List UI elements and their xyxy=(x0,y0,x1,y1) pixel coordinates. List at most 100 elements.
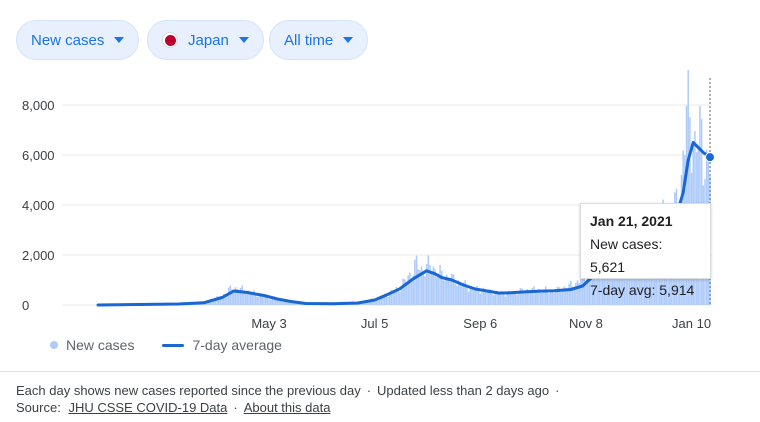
new-cases-bar xyxy=(539,290,542,305)
new-cases-bar xyxy=(261,295,264,305)
new-cases-bar xyxy=(558,287,560,305)
new-cases-bar xyxy=(373,300,376,305)
new-cases-bar xyxy=(219,298,222,305)
new-cases-bar xyxy=(221,296,223,305)
new-cases-bar xyxy=(437,273,440,305)
new-cases-bar xyxy=(479,293,482,305)
new-cases-bar xyxy=(382,295,384,305)
new-cases-bar xyxy=(452,274,455,305)
tooltip-date: Jan 21, 2021 xyxy=(590,213,673,229)
new-cases-bar xyxy=(432,266,435,305)
new-cases-bar xyxy=(390,289,393,305)
new-cases-bar xyxy=(392,291,394,305)
new-cases-bar xyxy=(482,287,485,305)
new-cases-bar xyxy=(412,275,414,305)
new-cases-bar xyxy=(269,299,272,305)
new-cases-bar xyxy=(513,291,515,305)
new-cases-bar xyxy=(290,302,292,305)
new-cases-bar xyxy=(264,295,267,305)
new-cases-bar xyxy=(231,289,233,305)
y-axis-ticks: 8,000 6,000 4,000 2,000 0 xyxy=(22,98,55,313)
new-cases-bar xyxy=(425,263,428,305)
new-cases-bar xyxy=(553,292,555,305)
new-cases-bar xyxy=(410,278,413,305)
new-cases-bar xyxy=(383,293,386,305)
new-cases-bar xyxy=(254,292,257,305)
new-cases-bar xyxy=(293,303,295,305)
new-cases-bar xyxy=(499,293,502,305)
range-dropdown[interactable]: All time xyxy=(269,20,369,60)
about-data-link[interactable]: About this data xyxy=(243,400,331,415)
new-cases-bar xyxy=(291,302,294,305)
new-cases-bar xyxy=(469,288,471,305)
tooltip-average: 7-day avg: 5,914 xyxy=(590,282,695,298)
new-cases-bar xyxy=(563,286,565,305)
new-cases-bar xyxy=(367,300,369,305)
legend-item-average: 7-day average xyxy=(162,337,282,353)
new-cases-bar xyxy=(546,289,549,305)
chevron-down-icon xyxy=(114,37,125,43)
new-cases-bar xyxy=(394,290,396,305)
x-tick-label: Jan 10 xyxy=(672,316,711,331)
new-cases-bar xyxy=(286,301,289,305)
divider xyxy=(0,371,760,372)
new-cases-bar xyxy=(214,298,217,305)
new-cases-bar xyxy=(274,299,277,305)
new-cases-bar xyxy=(430,272,433,305)
new-cases-bar xyxy=(484,289,487,305)
new-cases-bar xyxy=(568,283,570,305)
new-cases-bar xyxy=(580,279,582,305)
new-cases-bar xyxy=(504,296,507,305)
legend-new-cases-label: New cases xyxy=(66,337,135,353)
new-cases-bar xyxy=(236,288,238,305)
new-cases-bar xyxy=(404,279,406,305)
new-cases-bar xyxy=(298,303,300,305)
new-cases-bar xyxy=(571,286,574,305)
chart-legend: New cases 7-day average xyxy=(50,337,282,353)
new-cases-bar xyxy=(268,299,270,305)
new-cases-bar xyxy=(249,293,252,305)
new-cases-bar xyxy=(561,291,564,305)
chart-tooltip: Jan 21, 2021 New cases: 5,621 7-day avg:… xyxy=(580,203,711,298)
new-cases-bar xyxy=(444,277,446,305)
new-cases-bar xyxy=(414,259,416,305)
new-cases-bar xyxy=(409,272,411,305)
new-cases-bar xyxy=(251,292,254,305)
new-cases-bar xyxy=(586,276,589,305)
new-cases-bar xyxy=(531,287,534,305)
new-cases-bar xyxy=(440,270,443,305)
source-link[interactable]: JHU CSSE COVID-19 Data xyxy=(68,400,228,415)
new-cases-bar xyxy=(536,292,539,305)
new-cases-bar xyxy=(603,260,606,305)
new-cases-bar xyxy=(263,297,265,305)
new-cases-bar xyxy=(246,291,248,305)
new-cases-bar xyxy=(570,280,572,305)
new-cases-bar xyxy=(548,293,550,305)
x-tick-label: May 3 xyxy=(251,316,286,331)
metric-dropdown[interactable]: New cases xyxy=(16,20,140,60)
new-cases-bar xyxy=(467,291,470,305)
location-dropdown[interactable]: Japan xyxy=(147,20,264,60)
new-cases-bar xyxy=(583,276,586,305)
new-cases-bar xyxy=(415,255,418,305)
footer-note: Each day shows new cases reported since … xyxy=(16,383,560,398)
new-cases-bar xyxy=(486,291,488,305)
new-cases-bar xyxy=(544,286,547,305)
new-cases-bar xyxy=(283,301,285,305)
new-cases-bar xyxy=(524,290,527,305)
y-tick-label: 6,000 xyxy=(22,148,55,163)
new-cases-bar xyxy=(459,281,461,305)
new-cases-bar xyxy=(457,280,460,305)
new-cases-bar xyxy=(462,282,465,305)
new-cases-bar xyxy=(207,301,210,305)
new-cases-bar xyxy=(424,276,426,305)
new-cases-bar xyxy=(461,286,463,305)
new-cases-bar xyxy=(519,287,522,305)
new-cases-bar xyxy=(451,273,453,305)
new-cases-bar xyxy=(610,265,612,305)
new-cases-bar xyxy=(503,294,505,305)
new-cases-bar xyxy=(446,274,448,305)
new-cases-bar xyxy=(209,299,212,305)
new-cases-bar xyxy=(593,261,596,305)
new-cases-bar xyxy=(276,299,279,305)
